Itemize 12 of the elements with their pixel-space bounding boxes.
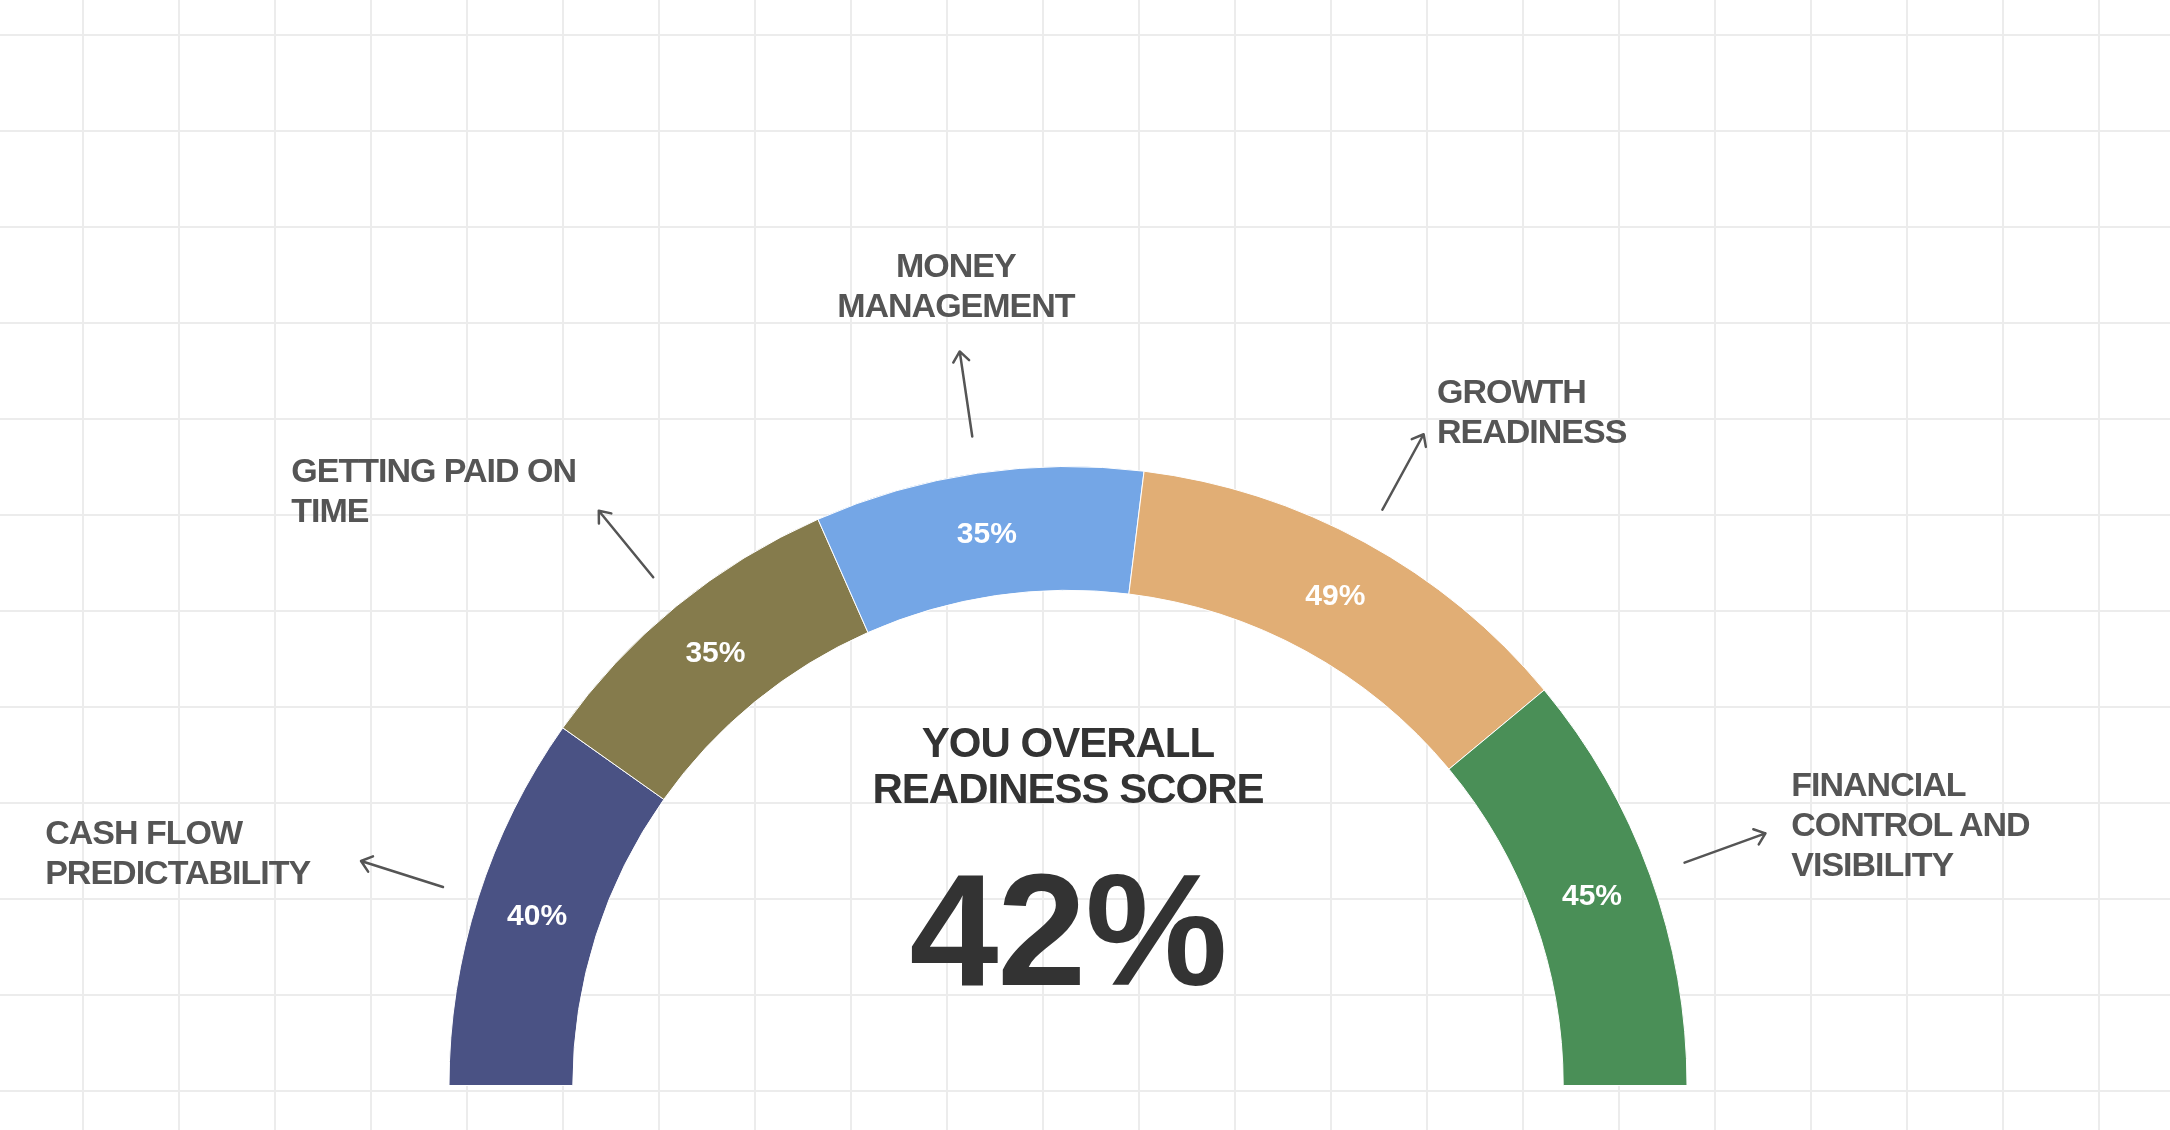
- category-label: MONEY MANAGEMENT: [836, 244, 1077, 325]
- data-label: 49%: [1305, 578, 1366, 611]
- category-label: CASH FLOW PREDICTABILITY: [45, 812, 312, 893]
- category-label: GROWTH READINESS: [1437, 370, 1628, 451]
- data-label: 40%: [507, 897, 568, 931]
- category-label: FINANCIAL CONTROL AND VISIBILITY: [1791, 764, 2031, 885]
- text: 42%: [908, 840, 1228, 1019]
- data-label: 35%: [956, 515, 1017, 549]
- data-label: 45%: [1561, 877, 1623, 911]
- category-label: GETTING PAID ON TIME: [291, 450, 577, 531]
- data-label: 35%: [685, 635, 746, 669]
- text: YOU OVERALL READINESS SCORE: [871, 719, 1265, 812]
